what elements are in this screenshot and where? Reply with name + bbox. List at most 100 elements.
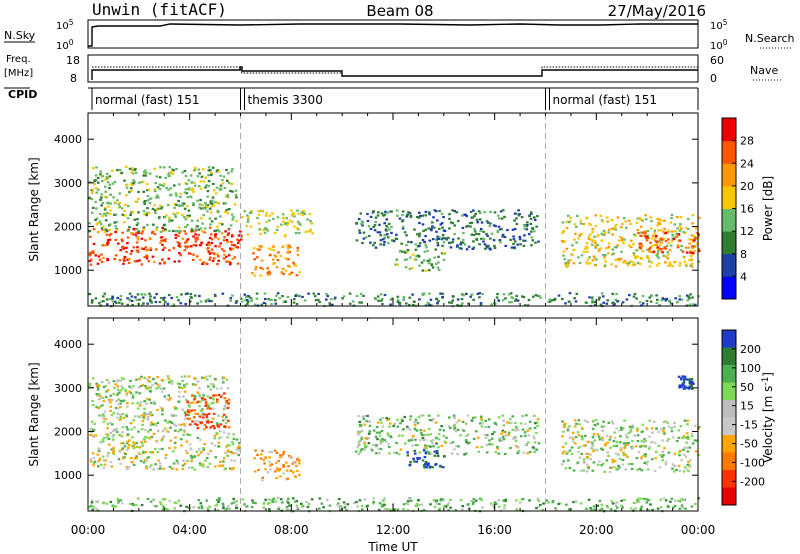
echo-cell bbox=[664, 299, 668, 302]
echo-cell bbox=[296, 249, 300, 252]
echo-cell bbox=[101, 229, 104, 232]
echo-cell bbox=[569, 259, 572, 262]
echo-cell bbox=[106, 243, 109, 246]
echo-cell bbox=[138, 404, 142, 407]
echo-cell bbox=[611, 248, 615, 251]
echo-cell bbox=[488, 237, 492, 240]
echo-cell bbox=[120, 238, 124, 241]
echo-cell bbox=[592, 434, 596, 437]
echo-cell bbox=[143, 428, 147, 432]
echo-cell bbox=[243, 503, 246, 506]
echo-cell bbox=[179, 504, 182, 507]
echo-cell bbox=[165, 186, 168, 189]
echo-cell bbox=[659, 498, 663, 501]
echo-cell bbox=[119, 402, 122, 405]
echo-cell bbox=[573, 297, 576, 300]
echo-cell bbox=[416, 233, 419, 236]
echo-cell bbox=[656, 247, 660, 250]
echo-cell bbox=[198, 258, 202, 261]
echo-cell bbox=[684, 263, 688, 266]
echo-cell bbox=[377, 211, 380, 214]
echo-cell bbox=[587, 466, 590, 470]
echo-cell bbox=[677, 464, 681, 468]
echo-cell bbox=[432, 216, 435, 219]
echo-cell bbox=[200, 241, 203, 244]
echo-cell bbox=[209, 173, 213, 177]
echo-cell bbox=[217, 425, 221, 428]
echo-cell bbox=[129, 252, 133, 255]
echo-cell bbox=[96, 221, 100, 224]
echo-cell bbox=[602, 462, 605, 465]
echo-cell bbox=[235, 506, 238, 509]
echo-cell bbox=[264, 498, 267, 501]
echo-cell bbox=[253, 303, 257, 306]
echo-cell bbox=[105, 436, 109, 439]
echo-cell bbox=[117, 398, 120, 401]
echo-cell bbox=[149, 248, 153, 251]
echo-cell bbox=[206, 418, 210, 422]
echo-cell bbox=[416, 422, 420, 425]
echo-cell bbox=[102, 295, 105, 298]
colorbar-swatch bbox=[722, 253, 736, 277]
echo-cell bbox=[645, 463, 648, 466]
echo-cell bbox=[291, 462, 295, 465]
cpid-segment-label: themis 3300 bbox=[248, 93, 323, 107]
echo-cell bbox=[204, 202, 207, 205]
echo-cell bbox=[198, 448, 201, 451]
echo-cell bbox=[148, 292, 151, 295]
echo-cell bbox=[112, 429, 115, 432]
echo-cell bbox=[409, 460, 412, 464]
echo-cell bbox=[612, 252, 615, 255]
echo-cell bbox=[612, 444, 616, 448]
echo-cell bbox=[685, 226, 688, 230]
echo-cell bbox=[173, 507, 176, 510]
echo-cell bbox=[147, 212, 151, 215]
echo-cell bbox=[199, 438, 202, 441]
echo-cell bbox=[96, 453, 100, 456]
echo-cell bbox=[118, 450, 122, 453]
echo-cell bbox=[138, 298, 141, 301]
echo-cell bbox=[259, 274, 263, 277]
echo-cell bbox=[362, 417, 366, 421]
echo-cell bbox=[214, 394, 218, 397]
echo-cell bbox=[645, 497, 649, 501]
echo-cell bbox=[119, 249, 122, 252]
echo-cell bbox=[287, 501, 290, 504]
echo-cell bbox=[512, 235, 515, 238]
echo-cell bbox=[88, 197, 92, 200]
echo-cell bbox=[174, 236, 178, 239]
nsky-right-tick-bottom: 100 bbox=[710, 38, 728, 52]
echo-cell bbox=[471, 216, 475, 219]
echo-cell bbox=[97, 188, 100, 191]
echo-cell bbox=[640, 469, 644, 472]
echo-cell bbox=[88, 229, 92, 232]
echo-cell bbox=[210, 402, 213, 405]
echo-cell bbox=[673, 452, 677, 455]
echo-cell bbox=[140, 237, 144, 240]
echo-cell bbox=[614, 258, 618, 261]
echo-cell bbox=[433, 209, 437, 212]
echo-cell bbox=[268, 219, 271, 222]
echo-cell bbox=[92, 251, 95, 254]
echo-cell bbox=[374, 246, 378, 249]
echo-cell bbox=[132, 227, 135, 230]
echo-cell bbox=[259, 246, 263, 249]
echo-cell bbox=[91, 190, 94, 193]
echo-cell bbox=[246, 300, 250, 303]
colorbar-swatch bbox=[722, 400, 736, 418]
echo-cell bbox=[190, 457, 194, 460]
echo-cell bbox=[275, 467, 279, 470]
echo-cell bbox=[194, 412, 197, 415]
echo-cell bbox=[386, 432, 390, 435]
echo-cell bbox=[108, 398, 111, 401]
echo-cell bbox=[366, 504, 369, 507]
echo-cell bbox=[377, 447, 380, 451]
echo-cell bbox=[183, 249, 187, 252]
echo-cell bbox=[670, 217, 673, 220]
echo-cell bbox=[152, 223, 155, 226]
echo-cell bbox=[184, 415, 187, 418]
echo-cell bbox=[246, 302, 249, 305]
echo-cell bbox=[601, 438, 605, 442]
echo-cell bbox=[216, 228, 220, 232]
echo-cell bbox=[213, 229, 216, 233]
